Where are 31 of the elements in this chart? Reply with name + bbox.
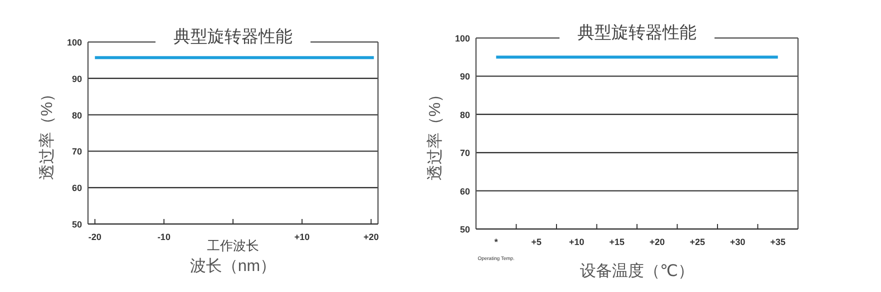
x-tick-label: +20 [649,237,665,247]
x-tick-label: +20 [363,232,379,242]
x-tick-label: +10 [568,237,584,247]
y-tick-label: 60 [72,183,82,194]
x-tick-label: * [494,237,498,247]
y-tick-label: 100 [66,38,82,48]
y-axis-title: 透过率（%） [426,86,444,181]
y-axis-title: 透过率（%） [38,86,56,180]
x-axis-title: 波长（nm） [190,257,276,275]
x-tick-label: +25 [690,237,706,247]
x-axis-title: 设备温度（℃） [580,262,694,280]
chart-title: 典型旋转器性能 [578,23,696,42]
y-tick-label: 80 [460,110,470,120]
text: 工作波长 [207,238,259,253]
y-tick-label: 90 [72,74,82,84]
y-tick-label: 70 [460,148,470,158]
y-tick-label: 50 [72,220,82,230]
y-tick-label: 50 [460,224,470,234]
y-tick-label: 100 [454,34,470,44]
y-tick-label: 70 [72,146,82,157]
y-tick-label: 90 [460,72,470,82]
x-tick-label: -20 [88,232,102,242]
chart-title: 典型旋转器性能 [174,27,292,46]
y-tick-label: 60 [460,186,470,196]
x-tick-label: +30 [730,237,746,247]
x-tick-label: +35 [770,237,786,247]
x-tick-label: +10 [294,232,310,242]
x-tick-label: -10 [157,232,170,242]
x-tick-label: +15 [609,237,625,247]
x-tick-label: +5 [531,237,542,247]
y-tick-label: 80 [72,110,82,120]
